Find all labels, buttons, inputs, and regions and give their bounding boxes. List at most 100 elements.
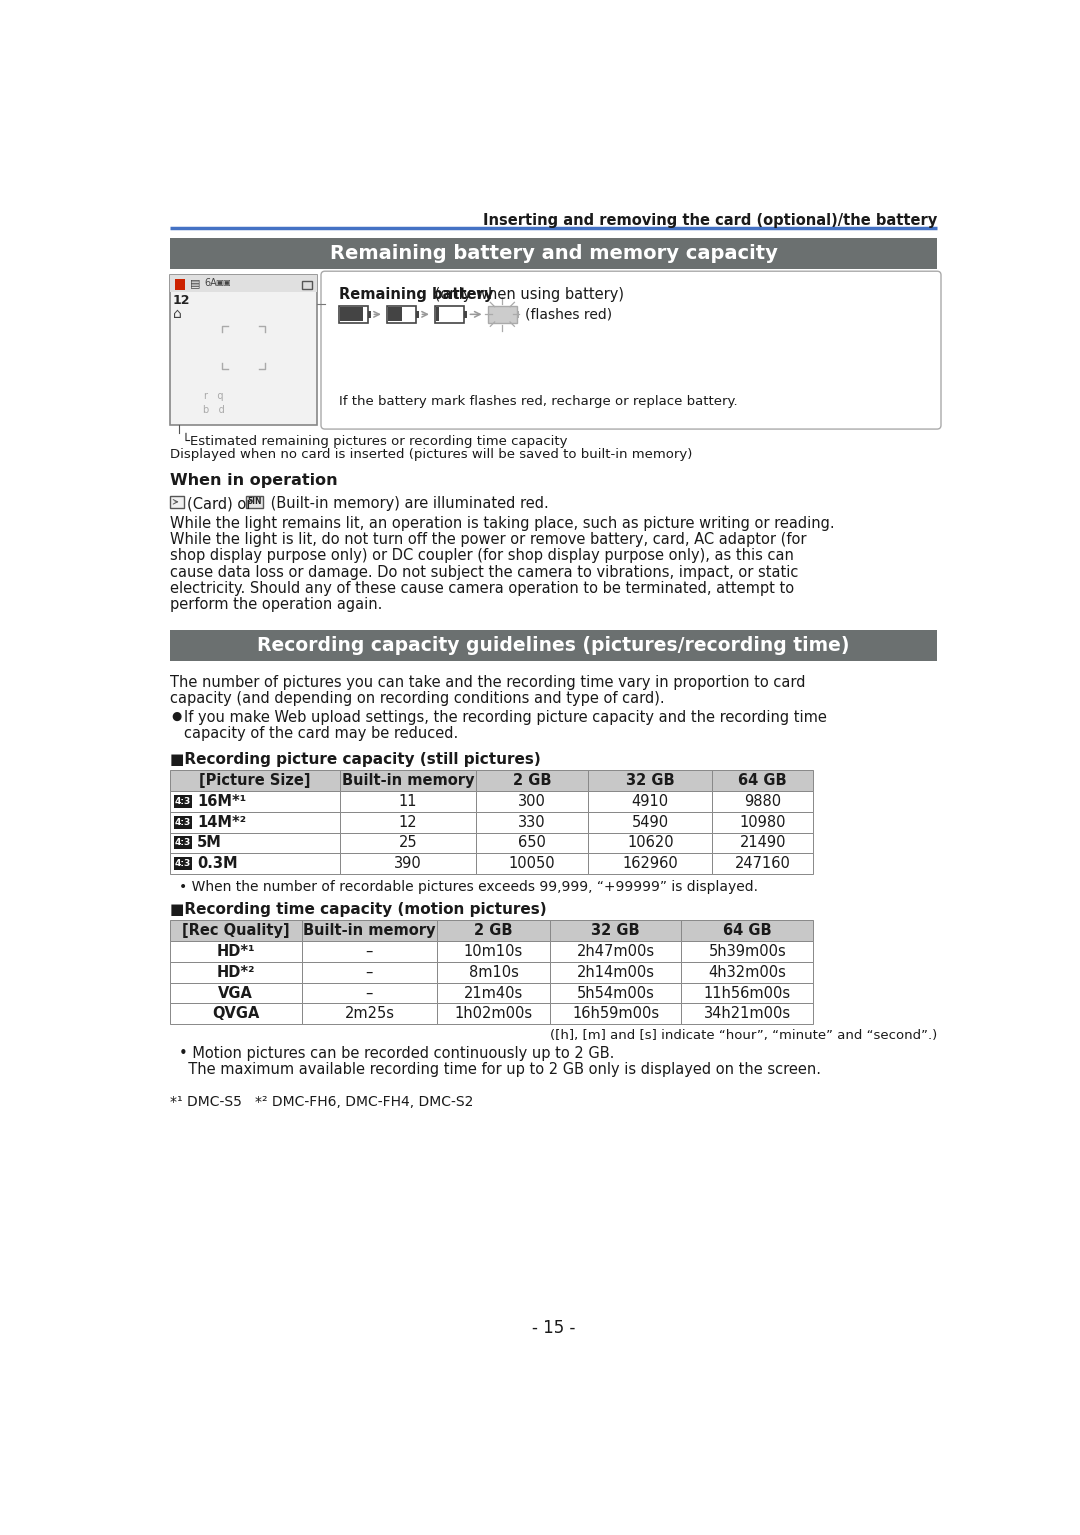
Text: ■Recording time capacity (motion pictures): ■Recording time capacity (motion picture… — [170, 903, 546, 916]
Text: 34h21m00s: 34h21m00s — [704, 1007, 791, 1021]
Text: Built-in memory: Built-in memory — [342, 774, 474, 787]
Text: HD*¹: HD*¹ — [216, 944, 255, 959]
Bar — [436, 307, 440, 321]
Bar — [681, 921, 813, 941]
Bar — [170, 496, 184, 508]
Bar — [437, 941, 550, 962]
Text: ⌂: ⌂ — [173, 307, 181, 321]
Bar — [476, 812, 589, 832]
Text: Remaining battery and memory capacity: Remaining battery and memory capacity — [329, 244, 778, 262]
Text: 2 GB: 2 GB — [513, 774, 552, 787]
Text: 12: 12 — [173, 293, 190, 307]
Text: (Card) or: (Card) or — [187, 496, 253, 511]
Bar — [170, 771, 340, 791]
Text: - 15 -: - 15 - — [531, 1319, 576, 1337]
Text: 9880: 9880 — [744, 794, 781, 809]
Bar — [340, 812, 476, 832]
Text: b   d: b d — [203, 405, 225, 414]
Text: 330: 330 — [518, 815, 546, 829]
Text: Displayed when no card is inserted (pictures will be saved to built-in memory): Displayed when no card is inserted (pict… — [170, 448, 692, 462]
Text: └Estimated remaining pictures or recording time capacity: └Estimated remaining pictures or recordi… — [183, 433, 568, 448]
Bar — [170, 791, 340, 812]
Text: 11h56m00s: 11h56m00s — [704, 985, 791, 1001]
Bar — [174, 815, 192, 829]
Bar — [170, 812, 340, 832]
Text: 64 GB: 64 GB — [739, 774, 787, 787]
Text: While the light is lit, do not turn off the power or remove battery, card, AC ad: While the light is lit, do not turn off … — [170, 533, 807, 548]
Text: (flashes red): (flashes red) — [525, 307, 612, 321]
Text: (Built-in memory) are illuminated red.: (Built-in memory) are illuminated red. — [266, 496, 549, 511]
Bar — [339, 305, 368, 322]
Text: If the battery mark flashes red, recharge or replace battery.: If the battery mark flashes red, recharg… — [339, 396, 738, 408]
Text: 4h32m00s: 4h32m00s — [708, 966, 786, 979]
Text: HD*²: HD*² — [216, 966, 255, 979]
Bar — [170, 962, 301, 982]
Text: 650: 650 — [518, 835, 546, 850]
Bar — [589, 832, 713, 853]
Bar — [340, 791, 476, 812]
Text: 14M*²: 14M*² — [197, 815, 246, 829]
FancyBboxPatch shape — [321, 272, 941, 430]
Text: 162960: 162960 — [622, 857, 678, 872]
Bar — [170, 629, 937, 662]
Bar — [340, 853, 476, 873]
Text: • When the number of recordable pictures exceeds 99,999, “+99999” is displayed.: • When the number of recordable pictures… — [179, 880, 758, 895]
Bar — [170, 921, 301, 941]
Bar — [488, 305, 517, 322]
Bar — [174, 857, 192, 870]
Text: 64 GB: 64 GB — [723, 923, 771, 938]
Bar — [476, 771, 589, 791]
Bar — [550, 1004, 681, 1024]
Bar — [246, 496, 262, 508]
Bar — [340, 307, 363, 321]
Bar — [713, 812, 813, 832]
Text: (only when using battery): (only when using battery) — [430, 287, 624, 302]
Text: The number of pictures you can take and the recording time vary in proportion to: The number of pictures you can take and … — [170, 675, 806, 689]
Text: Inserting and removing the card (optional)/the battery: Inserting and removing the card (optiona… — [483, 213, 937, 227]
Bar — [550, 941, 681, 962]
Bar — [340, 771, 476, 791]
Text: 4:3: 4:3 — [175, 797, 191, 806]
Text: [Picture Size]: [Picture Size] — [200, 774, 311, 787]
Text: Recording capacity guidelines (pictures/recording time): Recording capacity guidelines (pictures/… — [257, 635, 850, 655]
Text: • Motion pictures can be recorded continuously up to 2 GB.: • Motion pictures can be recorded contin… — [179, 1045, 615, 1061]
Bar — [170, 275, 318, 292]
Text: 2 GB: 2 GB — [474, 923, 513, 938]
Bar — [340, 832, 476, 853]
Bar — [476, 853, 589, 873]
Text: 32 GB: 32 GB — [626, 774, 675, 787]
Text: ●: ● — [172, 711, 181, 723]
Bar — [389, 307, 402, 321]
Bar — [174, 795, 192, 807]
Bar — [550, 962, 681, 982]
Bar — [170, 275, 318, 425]
Text: QVGA: QVGA — [212, 1007, 259, 1021]
Bar — [550, 921, 681, 941]
Bar — [175, 279, 186, 290]
Bar — [437, 962, 550, 982]
Text: The maximum available recording time for up to 2 GB only is displayed on the scr: The maximum available recording time for… — [179, 1062, 821, 1078]
Bar — [170, 982, 301, 1004]
Bar — [174, 837, 192, 849]
Text: 10620: 10620 — [627, 835, 674, 850]
Text: 16M*¹: 16M*¹ — [197, 794, 246, 809]
Bar — [713, 791, 813, 812]
Bar — [170, 832, 340, 853]
Text: 1h02m00s: 1h02m00s — [455, 1007, 532, 1021]
Text: *¹ DMC-S5   *² DMC-FH6, DMC-FH4, DMC-S2: *¹ DMC-S5 *² DMC-FH6, DMC-FH4, DMC-S2 — [170, 1094, 473, 1110]
Text: 2m25s: 2m25s — [345, 1007, 394, 1021]
Text: 4:3: 4:3 — [175, 860, 191, 869]
Bar — [301, 941, 437, 962]
Text: ▤: ▤ — [190, 278, 201, 289]
Text: 32 GB: 32 GB — [591, 923, 639, 938]
Text: 390: 390 — [394, 857, 422, 872]
Text: 300: 300 — [518, 794, 546, 809]
Bar — [170, 238, 937, 269]
Text: r   q: r q — [204, 391, 224, 401]
Text: While the light remains lit, an operation is taking place, such as picture writi: While the light remains lit, an operatio… — [170, 516, 835, 531]
Text: 25: 25 — [399, 835, 418, 850]
Text: capacity (and depending on recording conditions and type of card).: capacity (and depending on recording con… — [170, 691, 664, 706]
Bar — [681, 1004, 813, 1024]
Bar — [713, 853, 813, 873]
Text: ▣▣: ▣▣ — [215, 278, 230, 287]
